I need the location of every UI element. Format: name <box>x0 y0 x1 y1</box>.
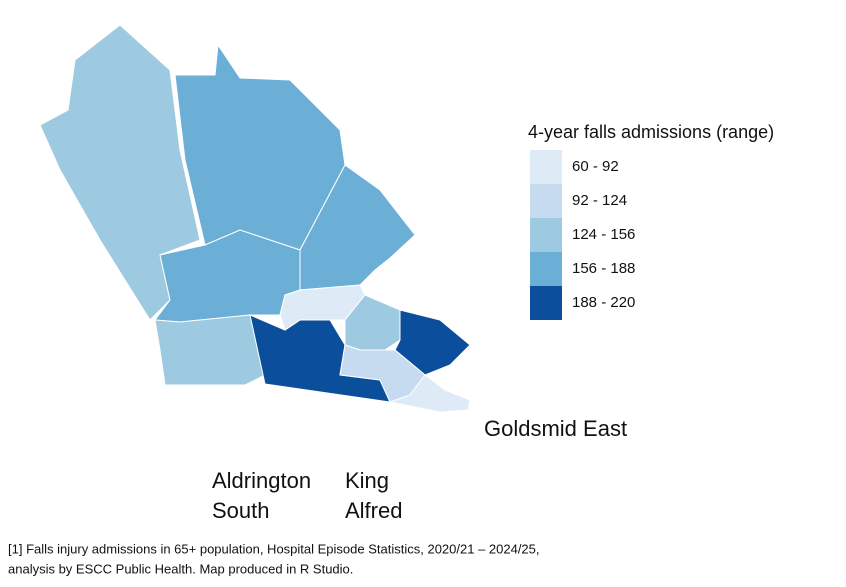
map-labels: Goldsmid East Aldrington South King Alfred <box>212 416 627 523</box>
ward-area <box>279 284 366 331</box>
area-label: Goldsmid East <box>484 416 627 441</box>
ward-area <box>394 309 471 376</box>
area-label: Aldrington <box>212 468 311 493</box>
legend-swatch <box>530 286 562 320</box>
footnote: [1] Falls injury admissions in 65+ popul… <box>8 541 540 576</box>
footnote-line: analysis by ESCC Public Health. Map prod… <box>8 561 353 576</box>
legend-label: 92 - 124 <box>572 192 627 209</box>
ward-area <box>39 24 201 321</box>
area-label: Alfred <box>345 498 402 523</box>
legend-swatch <box>530 184 562 218</box>
legend-title: 4-year falls admissions (range) <box>528 122 774 142</box>
legend: 60 - 92 92 - 124 124 - 156 156 - 188 188 - 2… <box>530 150 635 320</box>
area-label: King <box>345 468 389 493</box>
legend-label: 156 - 188 <box>572 260 635 277</box>
ward-area <box>174 43 346 251</box>
ward-area <box>388 374 471 413</box>
legend-swatch <box>530 150 562 184</box>
legend-label: 188 - 220 <box>572 294 635 311</box>
ward-area <box>154 314 266 386</box>
legend-label: 60 - 92 <box>572 158 619 175</box>
legend-label: 124 - 156 <box>572 226 635 243</box>
legend-swatch <box>530 218 562 252</box>
ward-area <box>154 229 301 323</box>
legend-swatch <box>530 252 562 286</box>
area-label: South <box>212 498 270 523</box>
map <box>39 24 471 413</box>
footnote-line: [1] Falls injury admissions in 65+ popul… <box>8 541 540 556</box>
